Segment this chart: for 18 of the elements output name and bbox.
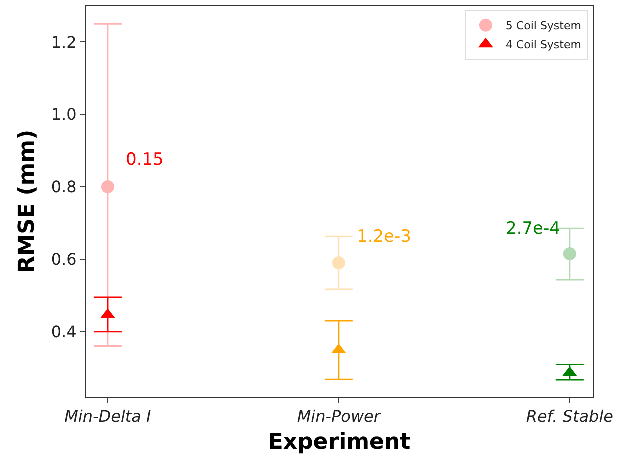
- point: [332, 256, 346, 270]
- point: [563, 248, 576, 260]
- y-tick-label: 1.2: [51, 32, 77, 52]
- annotation: 2.7e-4: [506, 219, 560, 239]
- x-axis-title: Experiment: [268, 430, 412, 456]
- point: [101, 180, 114, 194]
- annotation: 1.2e-3: [357, 227, 412, 247]
- legend-label: 4 Coil System: [506, 38, 582, 52]
- x-tick-label: Ref. Stable: [526, 407, 614, 426]
- y-tick-label: 0.8: [51, 178, 77, 197]
- y-tick-label: 0.6: [51, 250, 77, 270]
- x-tick-label: Min-Delta I: [64, 407, 152, 426]
- legend-label: 5 Coil System: [506, 20, 582, 33]
- annotation: 0.15: [126, 150, 164, 170]
- x-tick-label: Min-Power: [297, 407, 382, 426]
- y-axis-title: RMSE (mm): [15, 130, 40, 274]
- y-tick-label: 1.0: [51, 105, 77, 124]
- y-tick-label: 0.4: [51, 322, 77, 342]
